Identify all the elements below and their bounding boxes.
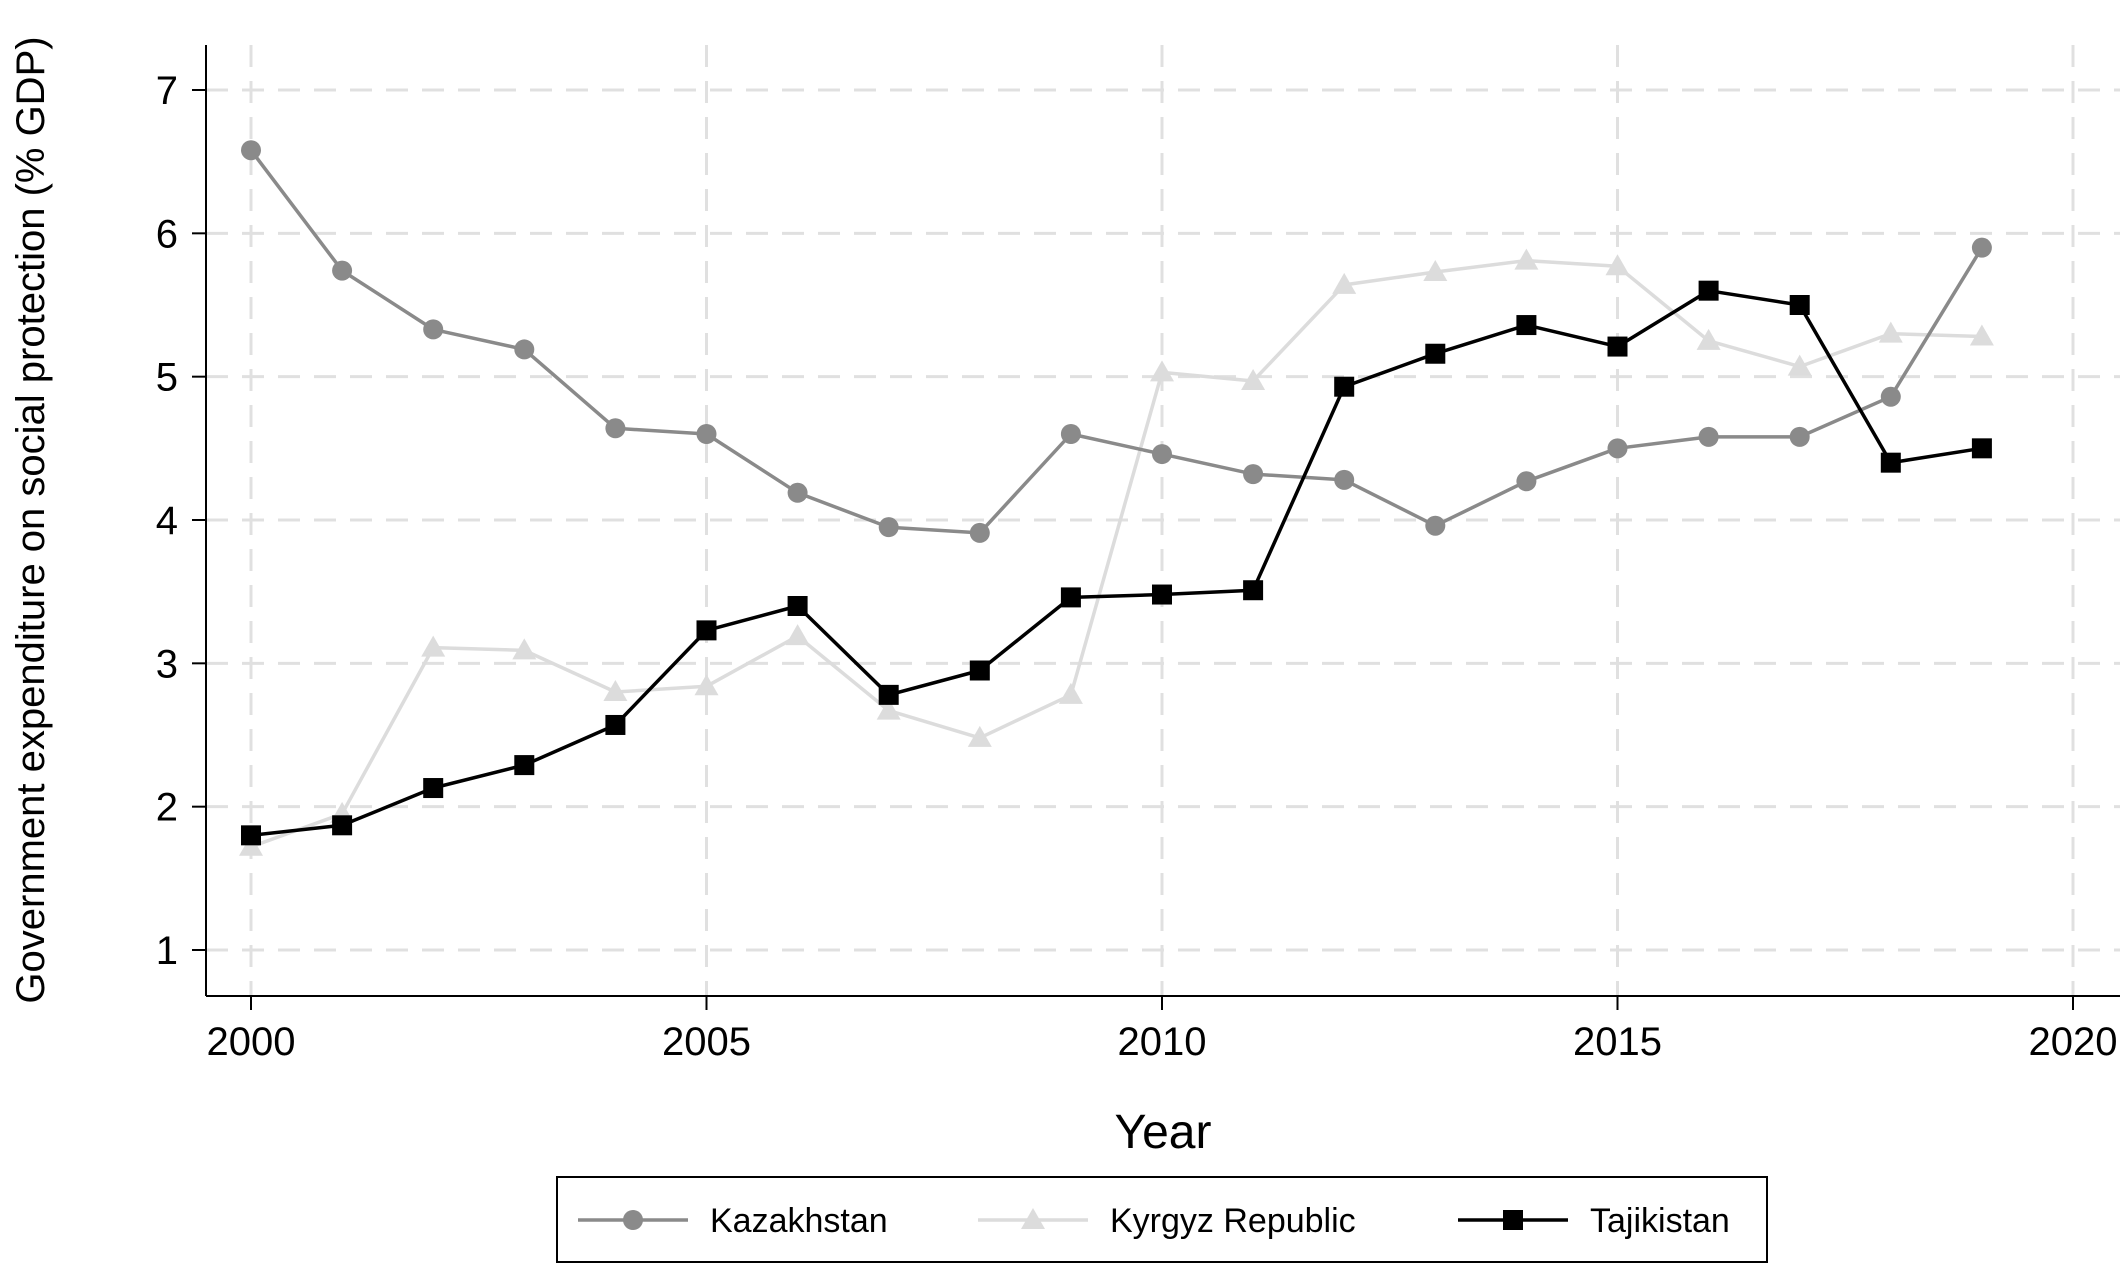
data-point-kazakhstan-2005 <box>696 424 717 444</box>
data-point-kazakhstan-2017 <box>1789 426 1810 447</box>
data-point-kazakhstan-2008 <box>969 522 990 543</box>
data-point-tajikistan-2000 <box>241 825 261 846</box>
series-line-tajikistan <box>250 288 1983 838</box>
y-tick-label: 6 <box>156 212 178 256</box>
data-point-kyrgyz-republic-2002 <box>421 635 446 657</box>
data-point-tajikistan-2014 <box>1516 315 1537 336</box>
grid <box>206 45 2120 996</box>
series-kyrgyz-republic <box>239 248 1994 856</box>
y-tick-label: 1 <box>156 929 178 973</box>
data-point-kazakhstan-2011 <box>1243 464 1264 485</box>
legend-item-kyrgyz-republic: Kyrgyz Republic <box>978 1202 1356 1240</box>
data-point-kazakhstan-2019 <box>1971 237 1992 258</box>
data-point-kyrgyz-republic-2014 <box>1514 248 1539 270</box>
data-point-tajikistan-2009 <box>1060 587 1081 608</box>
x-tick-label: 2015 <box>1573 1020 1662 1064</box>
data-point-kazakhstan-2013 <box>1425 515 1446 536</box>
data-point-kyrgyz-republic-2008 <box>967 725 992 747</box>
data-point-kazakhstan-2012 <box>1334 469 1355 490</box>
legend-marker-kazakhstan <box>623 1210 643 1230</box>
data-point-tajikistan-2005 <box>696 620 717 641</box>
x-axis-title: Year <box>1115 1106 1212 1159</box>
x-tick-label: 2005 <box>662 1020 751 1064</box>
data-point-kyrgyz-republic-2003 <box>512 638 537 660</box>
data-point-kyrgyz-republic-2010 <box>1150 360 1174 382</box>
data-point-tajikistan-2001 <box>332 815 353 836</box>
data-point-kazakhstan-2003 <box>514 339 535 360</box>
y-axis-title: Government expenditure on social protect… <box>9 36 53 1003</box>
data-point-kyrgyz-republic-2017 <box>1787 354 1812 376</box>
data-point-kyrgyz-republic-2007 <box>876 698 901 720</box>
data-point-tajikistan-2017 <box>1789 295 1810 315</box>
data-point-kyrgyz-republic-2015 <box>1605 254 1630 276</box>
legend-marker-kyrgyz-republic <box>1021 1208 1045 1229</box>
data-point-tajikistan-2016 <box>1698 280 1719 301</box>
data-point-tajikistan-2007 <box>878 684 899 705</box>
y-tick-label: 2 <box>156 786 178 830</box>
y-tick-label: 3 <box>156 642 178 686</box>
data-point-kyrgyz-republic-2012 <box>1332 272 1357 294</box>
data-point-kazakhstan-2000 <box>241 140 261 161</box>
data-point-tajikistan-2003 <box>514 755 535 776</box>
data-point-tajikistan-2018 <box>1880 452 1901 473</box>
data-point-kyrgyz-republic-2011 <box>1241 368 1266 390</box>
data-point-kyrgyz-republic-2018 <box>1878 321 1903 343</box>
data-point-kazakhstan-2014 <box>1516 471 1537 492</box>
data-point-kazakhstan-2001 <box>332 260 353 281</box>
x-tick-label: 2020 <box>2029 1020 2118 1064</box>
data-point-kazakhstan-2018 <box>1880 386 1901 407</box>
data-point-kyrgyz-republic-2019 <box>1969 324 1994 346</box>
legend-marker-tajikistan <box>1503 1210 1523 1230</box>
data-point-tajikistan-2010 <box>1152 584 1172 605</box>
data-point-kyrgyz-republic-2005 <box>694 674 719 696</box>
series-layer <box>239 140 1994 856</box>
series-line-kyrgyz-republic <box>250 258 1982 849</box>
data-point-kyrgyz-republic-2006 <box>785 624 810 646</box>
data-point-kyrgyz-republic-2009 <box>1058 682 1083 704</box>
series-kazakhstan <box>241 140 1992 543</box>
data-point-tajikistan-2006 <box>787 596 808 616</box>
y-tick-label: 5 <box>156 356 178 400</box>
data-point-tajikistan-2002 <box>423 778 444 799</box>
data-point-tajikistan-2008 <box>969 660 990 681</box>
data-point-kazakhstan-2009 <box>1060 424 1081 444</box>
data-point-tajikistan-2012 <box>1334 376 1355 397</box>
y-tick-label: 4 <box>156 499 178 543</box>
y-ticks: 1 2 3 4 5 6 7 <box>156 69 206 973</box>
legend-label-kyrgyz-republic: Kyrgyz Republic <box>1110 1202 1356 1240</box>
data-point-tajikistan-2013 <box>1425 343 1446 364</box>
data-point-kyrgyz-republic-2016 <box>1696 328 1721 350</box>
legend-item-kazakhstan: Kazakhstan <box>578 1202 888 1240</box>
data-point-kyrgyz-republic-2004 <box>603 680 628 701</box>
data-point-tajikistan-2011 <box>1243 580 1264 601</box>
data-point-kazakhstan-2004 <box>605 418 626 439</box>
data-point-kazakhstan-2016 <box>1698 426 1719 447</box>
series-line-kazakhstan <box>249 149 1984 535</box>
y-tick-label: 7 <box>156 69 178 113</box>
legend-item-tajikistan: Tajikistan <box>1458 1202 1730 1240</box>
x-ticks: 2000 2005 2010 2015 2020 <box>207 996 2118 1064</box>
data-point-tajikistan-2015 <box>1607 336 1628 357</box>
legend: Kazakhstan Kyrgyz Republic Tajikistan <box>556 1176 1768 1263</box>
data-point-kazakhstan-2010 <box>1152 444 1172 465</box>
data-point-kazakhstan-2002 <box>423 319 444 340</box>
x-tick-label: 2000 <box>207 1020 296 1064</box>
data-point-kyrgyz-republic-2013 <box>1423 260 1448 282</box>
x-tick-label: 2010 <box>1118 1020 1207 1064</box>
legend-label-kazakhstan: Kazakhstan <box>710 1202 888 1240</box>
data-point-kazakhstan-2007 <box>878 517 899 538</box>
series-tajikistan <box>241 280 1992 846</box>
data-point-tajikistan-2019 <box>1971 438 1992 459</box>
data-point-kazakhstan-2015 <box>1607 438 1628 459</box>
legend-label-tajikistan: Tajikistan <box>1590 1202 1730 1240</box>
data-point-tajikistan-2004 <box>605 714 626 735</box>
data-point-kazakhstan-2006 <box>787 482 808 503</box>
